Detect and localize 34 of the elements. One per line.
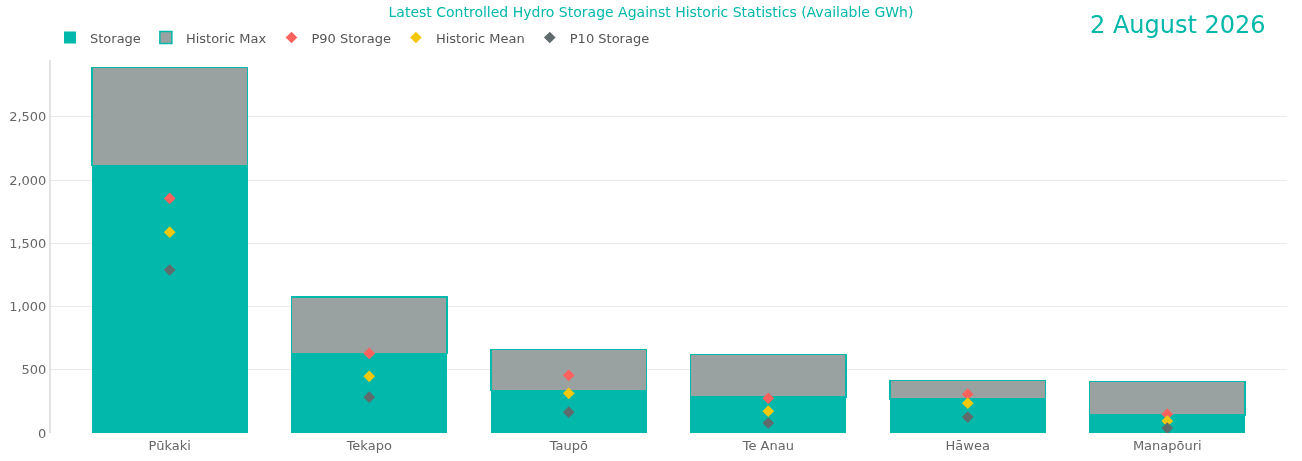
x-tick-label: Manapōuri <box>1132 437 1202 453</box>
y-tick-label: 500 <box>21 362 47 378</box>
x-tick-label: Hāwea <box>945 437 990 453</box>
legend-label: P10 Storage <box>569 30 650 46</box>
text: 2 August 2026 <box>1090 11 1266 39</box>
point <box>562 387 575 400</box>
y-tick-label: 1,500 <box>9 235 47 251</box>
x-tick-label: Te Anau <box>741 437 794 453</box>
y-tick-label: 0 <box>38 425 47 441</box>
chart-title: Latest Controlled Hydro Storage Against Historic Statistics (Available GWh) <box>388 3 914 20</box>
point <box>163 192 176 205</box>
point <box>762 405 775 417</box>
point <box>762 392 775 405</box>
point <box>363 370 376 383</box>
y-tick-label: 1,000 <box>9 299 47 315</box>
point <box>562 369 575 382</box>
x-tick-label: Tekapo <box>345 437 392 453</box>
point <box>163 226 176 239</box>
point <box>562 406 575 418</box>
point <box>363 347 376 360</box>
point <box>163 264 176 276</box>
legend-label: Historic Max <box>185 30 267 46</box>
legend-label: Storage <box>90 30 141 46</box>
x-tick-label: Pūkaki <box>148 437 191 453</box>
legend-label: P90 Storage <box>311 30 391 46</box>
legend-label: Historic Mean <box>435 30 525 46</box>
point <box>1161 422 1174 433</box>
point <box>363 391 376 404</box>
x-tick-label: Taupō <box>548 437 588 453</box>
point <box>961 411 974 423</box>
y-tick-label: 2,000 <box>9 172 47 188</box>
y-tick-label: 2,500 <box>9 109 47 125</box>
point <box>762 417 775 429</box>
point <box>961 397 974 410</box>
